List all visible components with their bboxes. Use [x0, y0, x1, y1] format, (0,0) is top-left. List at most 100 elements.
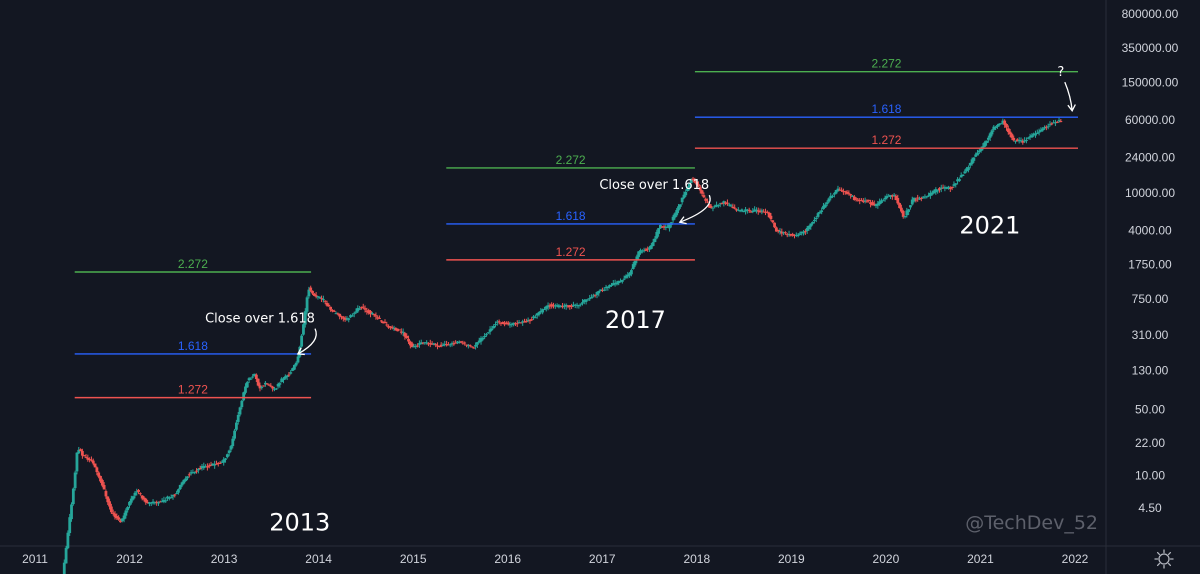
candle-body: [631, 264, 635, 270]
candle-body: [347, 318, 351, 320]
candle-body: [390, 327, 394, 329]
candle-body: [952, 184, 956, 186]
candle-body: [75, 452, 79, 472]
candle-body: [956, 179, 959, 182]
candle-body: [691, 178, 695, 181]
candle-body: [273, 388, 276, 390]
gear-icon[interactable]: [1154, 549, 1174, 569]
candle-body: [204, 466, 208, 468]
candle-body: [418, 343, 421, 345]
candle-body: [481, 337, 485, 340]
candle-body: [372, 314, 376, 316]
candle-body: [619, 281, 622, 283]
candle-body: [532, 316, 535, 319]
candle-body: [186, 476, 189, 479]
candle-body: [985, 140, 988, 144]
candle-body: [927, 195, 930, 197]
candle-body: [432, 343, 436, 345]
candle-body: [577, 305, 581, 307]
candle-body: [957, 178, 961, 182]
x-tick-label: 2014: [305, 552, 332, 566]
y-tick-label: 150000.00: [1122, 75, 1179, 89]
candle-body: [466, 345, 470, 347]
candle-body: [881, 200, 885, 202]
candle-body: [914, 199, 918, 201]
candle-body: [443, 343, 447, 345]
candle-body: [256, 378, 260, 386]
candle-body: [700, 190, 704, 194]
candle-body: [896, 198, 900, 204]
candle-body: [655, 231, 659, 239]
candle-body: [115, 516, 119, 519]
candle-body: [340, 316, 343, 318]
candle-body: [274, 388, 278, 390]
candle-body: [287, 374, 291, 376]
candle-body: [530, 319, 534, 321]
candle-body: [842, 191, 845, 193]
candle-body: [251, 376, 255, 378]
candle-body: [338, 313, 342, 317]
candle-body: [838, 189, 842, 191]
candle-body: [997, 123, 1001, 126]
candle-body: [601, 289, 604, 291]
candle-body: [919, 197, 923, 199]
candle-body: [450, 343, 454, 345]
candle-body: [936, 190, 940, 192]
candle-body: [292, 364, 296, 370]
candle-body: [419, 342, 423, 345]
candle-body: [244, 386, 247, 393]
x-tick-label: 2017: [589, 552, 616, 566]
candle-body: [91, 460, 95, 464]
candle-body: [436, 345, 439, 347]
candle-body: [88, 459, 92, 461]
candle-body: [71, 488, 75, 505]
candle-body: [492, 326, 496, 329]
candle-body: [822, 205, 825, 210]
candle-body: [1046, 126, 1050, 128]
candle-body: [238, 407, 242, 415]
candle-body: [934, 189, 938, 193]
candle-body: [475, 342, 479, 345]
candle-body: [291, 368, 294, 371]
year-labels: 2013 2017 2021: [269, 212, 1020, 537]
candle-body: [327, 304, 331, 307]
candle-body: [965, 168, 969, 172]
candle-body: [939, 187, 943, 189]
candle-body: [932, 190, 936, 194]
candle-body: [590, 297, 593, 299]
candle-body: [979, 148, 983, 151]
candle-body: [533, 317, 537, 319]
candle-body: [66, 532, 70, 549]
price-axis[interactable]: 800000.00 350000.00 150000.00 60000.00 24000…: [1122, 7, 1179, 515]
fib-label: 1.272: [556, 245, 586, 259]
candle-body: [323, 300, 327, 302]
candle-body: [735, 209, 738, 211]
candle-body: [626, 274, 630, 277]
candle-body: [905, 210, 909, 216]
candle-body: [537, 312, 541, 315]
fib-levels: 1.272 1.618 2.272 1.272 1.618 2.272 1.272 1.618…: [74, 57, 1078, 399]
candle-body: [280, 378, 284, 383]
candle-body: [361, 306, 365, 308]
x-tick-label: 2011: [22, 552, 48, 566]
candle-body: [865, 200, 869, 202]
candle-body: [755, 209, 758, 212]
candle-body: [387, 326, 391, 328]
candle-body: [704, 198, 708, 201]
candle-body: [722, 201, 726, 204]
candle-body: [617, 280, 621, 284]
candle-body: [448, 344, 452, 346]
candle-body: [336, 313, 340, 315]
candle-body: [793, 234, 796, 236]
candle-body: [209, 464, 213, 466]
candle-body: [581, 302, 584, 304]
candle-body: [200, 466, 204, 469]
candle-body: [657, 228, 660, 234]
x-tick-label: 2015: [400, 552, 427, 566]
candle-body: [974, 154, 978, 157]
y-tick-label: 130.00: [1132, 364, 1169, 378]
candle-body: [557, 305, 561, 308]
time-axis[interactable]: 2011 2012 2013 2014 2015 2016 2017 2018 2019 2020…: [22, 552, 1089, 566]
candle-body: [133, 492, 137, 496]
candle-body: [999, 123, 1003, 125]
